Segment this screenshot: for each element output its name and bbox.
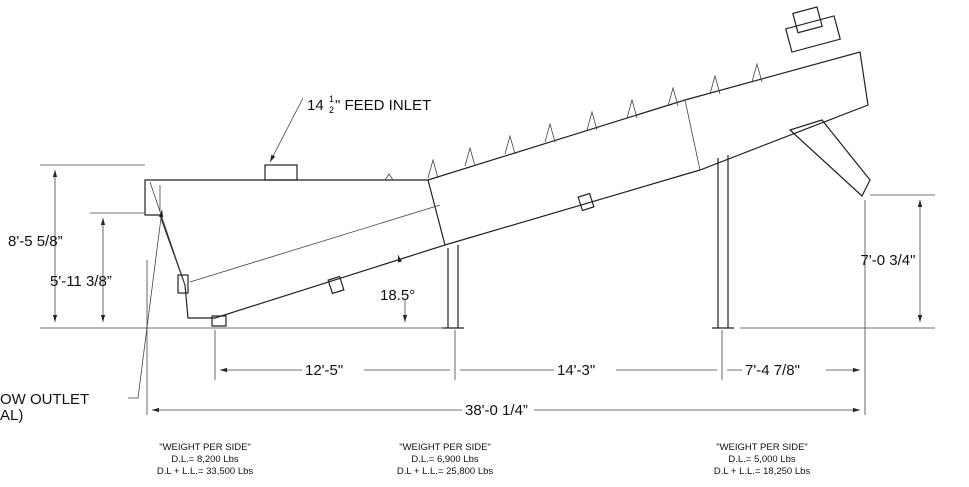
dimension: 14'-3" bbox=[557, 362, 595, 379]
weight: "WEIGHT PER SIDE" bbox=[399, 442, 491, 453]
dimension: 7'-0 3/4" bbox=[861, 252, 916, 269]
dimension: 8'-5 5/8” bbox=[8, 233, 63, 250]
weight: D.L + L.L.= 33,500 Lbs bbox=[157, 466, 254, 477]
dimension: 12'-5" bbox=[305, 362, 343, 379]
label: " FEED INLET bbox=[335, 97, 431, 114]
weight: D.L.= 8,200 Lbs bbox=[171, 454, 239, 465]
dimension: 18.5° bbox=[380, 287, 415, 304]
weight: "WEIGHT PER SIDE" bbox=[716, 442, 808, 453]
label: OW OUTLET bbox=[0, 391, 89, 408]
label: AL) bbox=[0, 407, 23, 424]
weight: "WEIGHT PER SIDE" bbox=[159, 442, 251, 453]
dimension: 7'-4 7/8" bbox=[745, 362, 800, 379]
weight: D.L + L.L.= 25,800 Lbs bbox=[397, 466, 494, 477]
dimension: 38'-0 1/4” bbox=[465, 402, 528, 419]
weight: D.L + L.L.= 18,250 Lbs bbox=[714, 466, 811, 477]
conveyor bbox=[144, 6, 871, 329]
weight: D.L.= 6,900 Lbs bbox=[411, 454, 479, 465]
weights: "WEIGHT PER SIDE" D.L.= 8,200 Lbs D.L + … bbox=[157, 442, 811, 477]
weight: D.L.= 5,000 Lbs bbox=[728, 454, 796, 465]
label: 2 bbox=[329, 105, 334, 115]
label: 1 bbox=[329, 94, 334, 104]
dimensions: 8'-5 5/8” 5'-11 3/8” 18.5° 12'-5" 14'-3"… bbox=[4, 232, 915, 419]
feed-inlet-label: 14 1 2 " FEED INLET bbox=[307, 94, 431, 115]
label: 14 bbox=[307, 97, 324, 114]
dimension: 5'-11 3/8” bbox=[50, 273, 112, 290]
